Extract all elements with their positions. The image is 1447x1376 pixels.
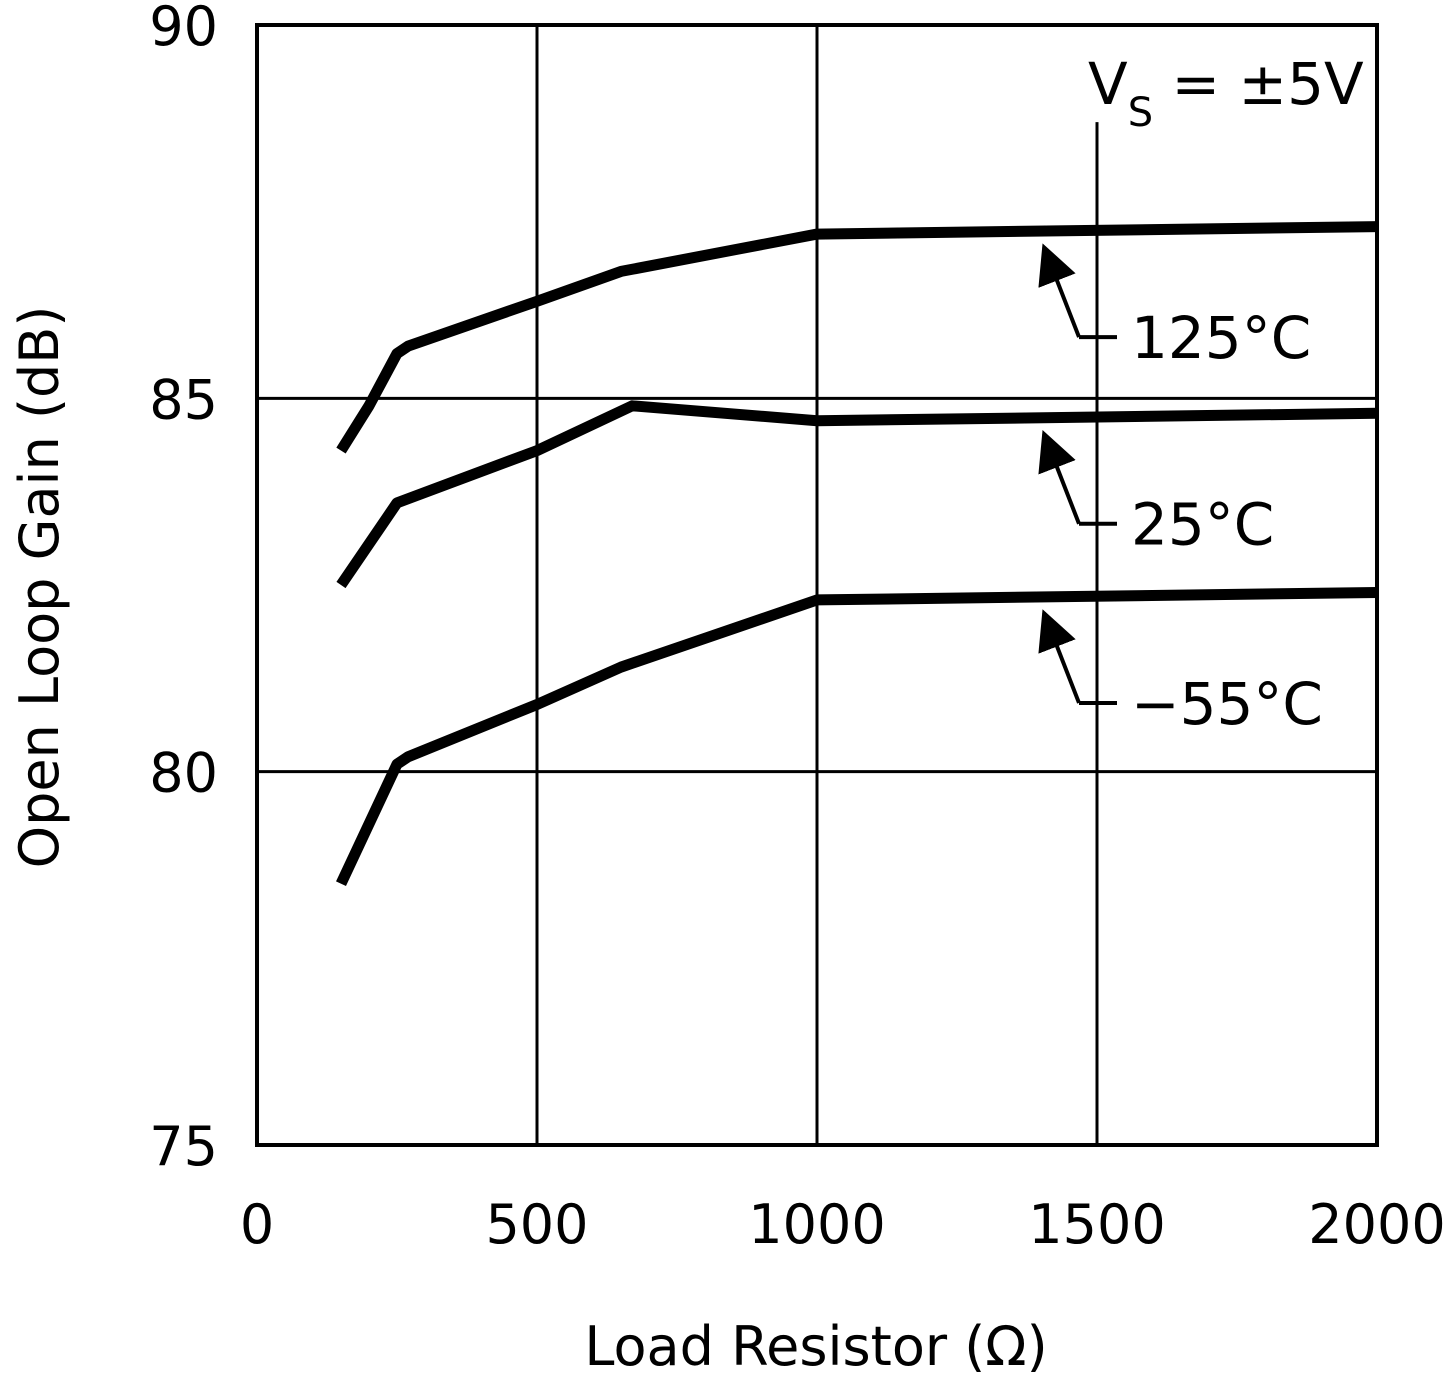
supply-condition-label: VS = ±5V (1088, 50, 1364, 136)
series-line (336, 586, 1378, 887)
y-tick-label: 75 (149, 1115, 218, 1178)
series-label: 125°C (1131, 304, 1311, 372)
series-line (336, 221, 1378, 454)
tick-labels: 0 500 1000 1500 2000 75 80 85 90 (149, 0, 1445, 1256)
series-line (336, 400, 1378, 589)
x-tick-label: 500 (485, 1193, 588, 1256)
supply-condition-main: V (1088, 50, 1128, 118)
supply-condition-subscript: S (1128, 90, 1153, 136)
series-label: 25°C (1131, 491, 1274, 559)
supply-condition-rest: = ±5V (1153, 50, 1364, 118)
y-axis-title: Open Loop Gain (dB) (8, 306, 71, 869)
x-tick-label: 2000 (1308, 1193, 1445, 1256)
annotation-layer: 125°C 25°C −55°C (1038, 243, 1323, 738)
plot-frame (255, 23, 1379, 1147)
x-axis-title: Load Resistor (Ω) (584, 1315, 1047, 1376)
y-tick-label: 85 (149, 368, 218, 431)
y-tick-label: 80 (149, 742, 218, 805)
annotation-arrow (1038, 243, 1081, 338)
y-tick-label: 90 (149, 0, 218, 58)
x-tick-label: 1000 (748, 1193, 885, 1256)
series-layer (336, 221, 1378, 887)
annotation-arrow (1038, 609, 1081, 704)
grid (257, 25, 1377, 1145)
x-tick-label: 0 (240, 1193, 274, 1256)
annotation-arrow (1038, 430, 1081, 525)
series-label: −55°C (1131, 670, 1323, 738)
x-tick-label: 1500 (1028, 1193, 1165, 1256)
